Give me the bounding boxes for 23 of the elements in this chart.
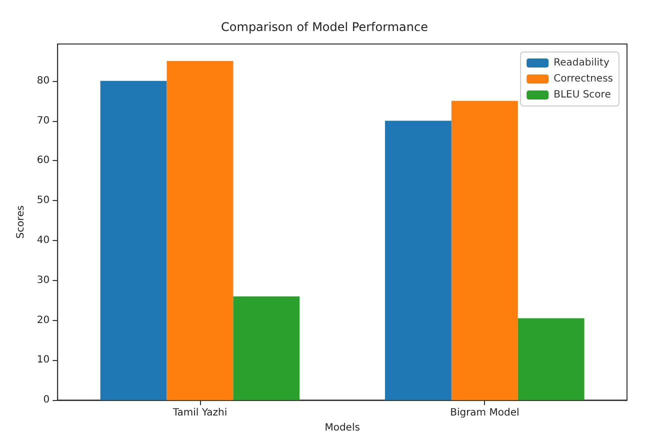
y-tick-label: 80 bbox=[36, 75, 50, 86]
y-tick-label: 50 bbox=[36, 195, 50, 206]
legend-label: BLEU Score bbox=[554, 90, 611, 100]
bar bbox=[233, 296, 300, 400]
x-tick-label: Bigram Model bbox=[450, 408, 520, 419]
y-axis-title: Scores bbox=[16, 205, 26, 239]
legend-label: Readability bbox=[554, 58, 610, 68]
bar bbox=[451, 100, 518, 400]
x-tick-label: Tamil Yazhi bbox=[172, 408, 228, 419]
y-tick-label: 10 bbox=[36, 354, 50, 366]
chart-title: Comparison of Model Performance bbox=[221, 20, 428, 34]
x-axis-title: Models bbox=[324, 422, 360, 434]
bar bbox=[166, 60, 234, 400]
y-tick-label: 60 bbox=[36, 155, 50, 166]
bar bbox=[518, 318, 584, 400]
bar bbox=[385, 120, 452, 400]
y-tick-label: 0 bbox=[43, 394, 50, 406]
y-tick-label: 30 bbox=[36, 274, 50, 286]
y-tick-label: 40 bbox=[36, 235, 50, 246]
bar bbox=[100, 80, 167, 400]
y-tick-label: 20 bbox=[36, 314, 50, 326]
y-tick-label: 70 bbox=[36, 115, 50, 126]
legend-label: Correctness bbox=[554, 74, 614, 84]
